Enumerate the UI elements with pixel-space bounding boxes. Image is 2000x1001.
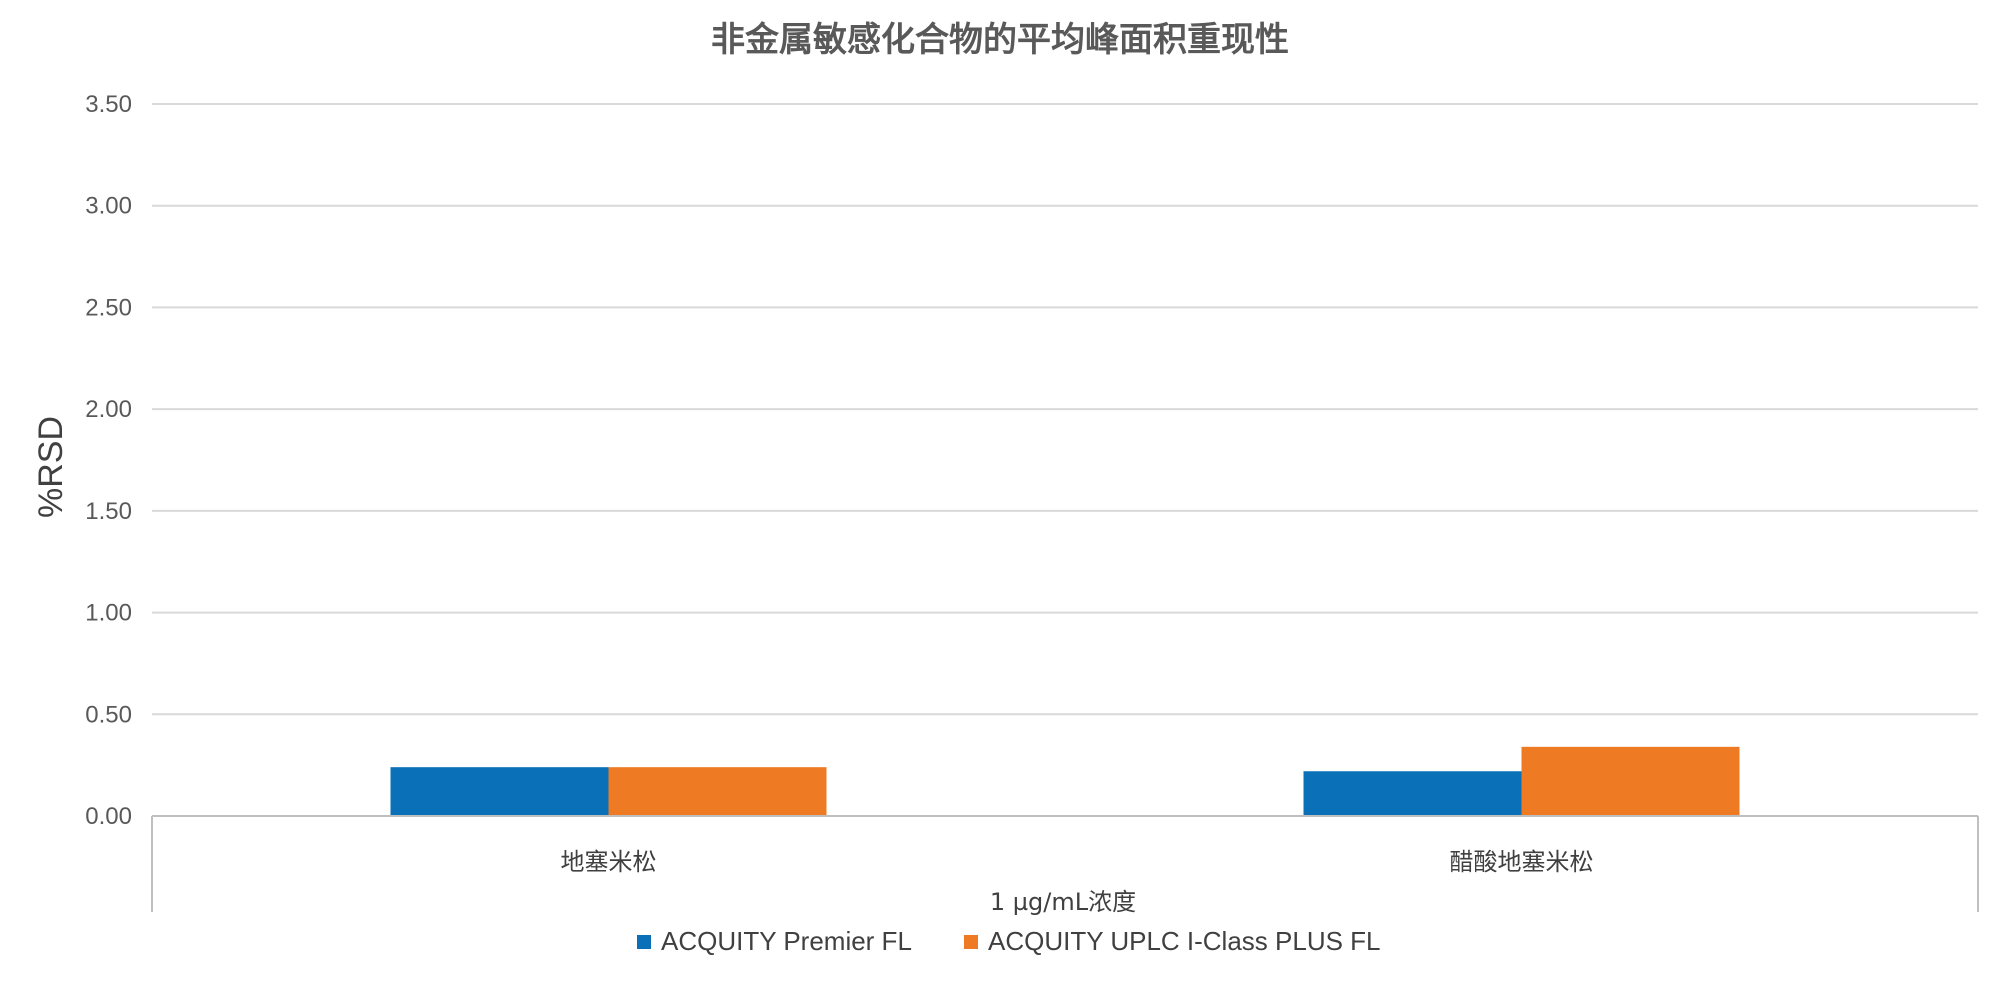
x-axis-title: 1 µg/mL浓度 [990,888,1136,916]
legend-label: ACQUITY Premier FL [661,926,912,956]
x-category-label: 醋酸地塞米松 [1450,848,1594,876]
y-tick-label: 1.50 [85,498,132,525]
legend: ACQUITY Premier FL ACQUITY UPLC I-Class P… [637,926,1381,956]
legend-swatch [964,935,978,949]
bar-0-1 [608,767,827,816]
y-tick-label: 2.00 [85,396,132,423]
y-axis-tick-labels: 0.00 0.50 1.00 1.50 2.00 2.50 3.00 3.50 [85,91,132,830]
y-tick-label: 3.00 [85,193,132,220]
y-axis-title: %RSD [32,416,70,518]
axis-lines [151,815,1979,912]
x-category-label: 地塞米松 [561,848,657,876]
legend-label: ACQUITY UPLC I-Class PLUS FL [988,926,1381,956]
x-axis-category-labels: 地塞米松 醋酸地塞米松 [561,848,1594,876]
legend-swatch [637,935,651,949]
y-tick-label: 1.00 [85,600,132,627]
bar-1-1 [1521,746,1740,816]
bar-1-0 [1303,771,1522,816]
gridlines [152,103,1978,817]
bars [390,746,1740,816]
y-tick-label: 3.50 [85,91,132,118]
bar-0-0 [390,767,609,816]
y-tick-label: 2.50 [85,294,132,321]
y-tick-label: 0.50 [85,701,132,728]
y-tick-label: 0.00 [85,803,132,830]
chart-title: 非金属敏感化合物的平均峰面积重现性 [711,20,1289,60]
